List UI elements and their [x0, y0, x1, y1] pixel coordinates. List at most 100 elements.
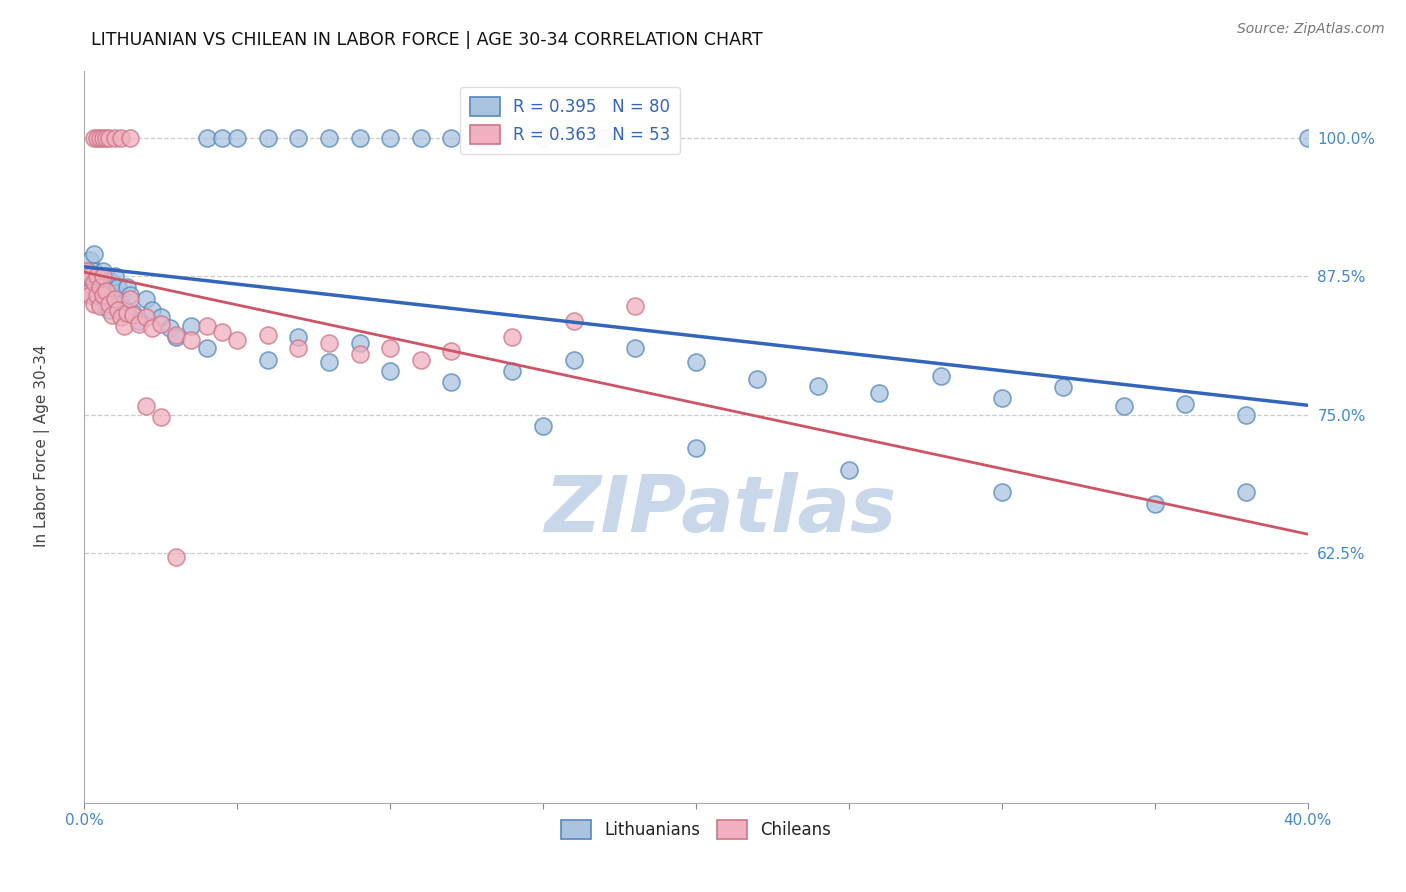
- Point: [226, 131, 249, 145]
- Point: [83, 269, 105, 284]
- Point: [86, 275, 108, 289]
- Point: [318, 335, 340, 350]
- Point: [79, 269, 101, 284]
- Point: [257, 352, 280, 367]
- Point: [86, 292, 108, 306]
- Text: ZIPatlas: ZIPatlas: [544, 472, 897, 549]
- Point: [685, 355, 707, 369]
- Point: [122, 306, 145, 320]
- Point: [91, 288, 114, 302]
- Point: [685, 441, 707, 455]
- Point: [83, 275, 105, 289]
- Point: [101, 275, 124, 289]
- Point: [83, 247, 105, 261]
- Point: [165, 549, 187, 564]
- Point: [91, 292, 114, 306]
- Point: [562, 352, 585, 367]
- Point: [349, 347, 371, 361]
- Point: [149, 410, 172, 425]
- Point: [531, 131, 554, 145]
- Point: [128, 314, 150, 328]
- Point: [624, 299, 647, 313]
- Point: [79, 285, 101, 300]
- Point: [76, 264, 98, 278]
- Point: [1236, 408, 1258, 422]
- Point: [1174, 397, 1197, 411]
- Point: [211, 325, 233, 339]
- Point: [380, 131, 402, 145]
- Point: [135, 310, 157, 325]
- Point: [76, 285, 98, 300]
- Point: [104, 269, 127, 284]
- Point: [180, 319, 202, 334]
- Point: [79, 288, 101, 302]
- Point: [624, 342, 647, 356]
- Point: [79, 269, 101, 284]
- Point: [97, 297, 120, 311]
- Point: [79, 252, 101, 267]
- Point: [838, 463, 860, 477]
- Point: [869, 385, 891, 400]
- Point: [91, 131, 114, 145]
- Point: [287, 131, 309, 145]
- Point: [91, 264, 114, 278]
- Point: [991, 392, 1014, 406]
- Point: [195, 131, 218, 145]
- Point: [380, 342, 402, 356]
- Point: [128, 317, 150, 331]
- Point: [195, 319, 218, 334]
- Point: [101, 308, 124, 322]
- Point: [89, 285, 111, 300]
- Point: [101, 292, 124, 306]
- Point: [149, 317, 172, 331]
- Point: [562, 314, 585, 328]
- Point: [747, 372, 769, 386]
- Legend: Lithuanians, Chileans: Lithuanians, Chileans: [554, 814, 838, 846]
- Point: [89, 269, 111, 284]
- Point: [86, 131, 108, 145]
- Point: [1143, 497, 1166, 511]
- Point: [76, 275, 98, 289]
- Point: [115, 280, 138, 294]
- Point: [318, 355, 340, 369]
- Point: [120, 131, 142, 145]
- Point: [104, 285, 127, 300]
- Text: In Labor Force | Age 30-34: In Labor Force | Age 30-34: [34, 344, 51, 548]
- Point: [135, 399, 157, 413]
- Point: [141, 321, 163, 335]
- Point: [97, 285, 120, 300]
- Point: [349, 131, 371, 145]
- Point: [94, 284, 117, 298]
- Point: [165, 328, 187, 343]
- Point: [991, 485, 1014, 500]
- Point: [287, 342, 309, 356]
- Point: [440, 131, 463, 145]
- Point: [86, 269, 108, 284]
- Point: [807, 379, 830, 393]
- Point: [502, 330, 524, 344]
- Point: [159, 321, 181, 335]
- Point: [318, 131, 340, 145]
- Point: [86, 280, 108, 294]
- Point: [1236, 485, 1258, 500]
- Point: [180, 333, 202, 347]
- Point: [593, 131, 616, 145]
- Point: [502, 363, 524, 377]
- Point: [257, 131, 280, 145]
- Point: [91, 269, 114, 284]
- Point: [287, 330, 309, 344]
- Point: [110, 310, 132, 325]
- Point: [195, 342, 218, 356]
- Point: [94, 285, 117, 300]
- Point: [89, 280, 111, 294]
- Point: [409, 352, 432, 367]
- Point: [120, 288, 142, 302]
- Point: [1114, 399, 1136, 413]
- Point: [86, 288, 108, 302]
- Point: [89, 297, 111, 311]
- Point: [107, 302, 129, 317]
- Point: [122, 308, 145, 322]
- Point: [112, 319, 135, 334]
- Point: [112, 302, 135, 317]
- Point: [107, 280, 129, 294]
